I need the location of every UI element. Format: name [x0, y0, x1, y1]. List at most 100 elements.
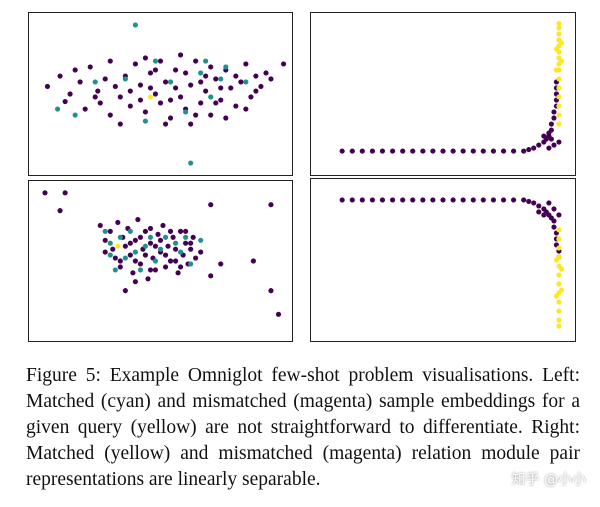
scatter-point-mismatched-16	[500, 197, 507, 203]
scatter-point-matched_cyan-12	[223, 64, 229, 70]
scatter-point-query_yellow-1	[556, 112, 562, 118]
scatter-point-matched_cyan-6	[167, 79, 174, 85]
scatter-plot-top-right	[339, 20, 565, 154]
scatter-point-mismatched-65	[102, 249, 108, 255]
scatter-point-mismatched-40	[258, 83, 264, 90]
scatter-point-matched_cyan-14	[177, 249, 184, 255]
scatter-point-mismatched-34	[228, 85, 234, 91]
scatter-point-mismatched-27	[193, 58, 199, 64]
scatter-point-mismatched-62	[132, 279, 138, 285]
scatter-point-mismatched-26	[162, 264, 169, 270]
scatter-point-mismatched-35	[546, 145, 552, 151]
scatter-point-mismatched-14	[480, 197, 486, 203]
scatter-panel-bottom-right	[310, 178, 576, 342]
scatter-point-query_yellow-0	[115, 243, 121, 249]
scatter-point-mismatched-57	[233, 73, 239, 79]
scatter-point-mismatched-6	[87, 64, 93, 70]
scatter-point-mismatched-24	[177, 94, 184, 100]
scatter-point-query_yellow-13	[558, 287, 565, 293]
scatter-point-matched_cyan-11	[157, 246, 164, 252]
scatter-point-mismatched-28	[198, 100, 204, 106]
scatter-point-mismatched-42	[268, 76, 274, 82]
scatter-point-matched_cyan-4	[142, 118, 148, 124]
scatter-point-mismatched-33	[546, 200, 552, 206]
scatter-point-mismatched-5	[390, 197, 396, 203]
scatter-point-mismatched-19	[145, 276, 151, 282]
scatter-point-mismatched-31	[213, 76, 219, 82]
scatter-point-mismatched-25	[160, 222, 166, 229]
scatter-point-matched_cyan-0	[102, 228, 108, 234]
scatter-plot-bottom-right	[339, 197, 565, 329]
scatter-point-mismatched-37	[536, 209, 542, 215]
scatter-plot-bottom-left	[42, 190, 282, 317]
scatter-point-matched_cyan-5	[127, 228, 133, 234]
scatter-point-matched_cyan-13	[173, 240, 179, 246]
scatter-point-query_yellow-11	[556, 323, 562, 329]
scatter-point-query_yellow-1	[556, 236, 562, 242]
scatter-point-query_yellow-2	[556, 103, 562, 109]
watermark: 知乎 @小小	[511, 472, 586, 488]
scatter-point-mismatched-61	[127, 88, 133, 94]
scatter-point-mismatched-28	[167, 258, 174, 264]
scatter-point-matched_cyan-18	[107, 252, 113, 258]
scatter-point-query_yellow-17	[553, 67, 560, 73]
caption-label: Figure 5:	[26, 365, 101, 386]
scatter-point-mismatched-30	[208, 112, 214, 118]
scatter-point-mismatched-6	[400, 197, 406, 203]
scatter-point-mismatched-37	[243, 61, 249, 67]
scatter-point-mismatched-55	[213, 100, 219, 106]
scatter-point-mismatched-2	[359, 148, 365, 154]
scatter-point-mismatched-50	[218, 261, 224, 267]
scatter-point-matched_cyan-12	[162, 234, 169, 240]
scatter-point-mismatched-11	[450, 197, 456, 203]
scatter-point-mismatched-65	[208, 64, 214, 70]
scatter-point-mismatched-15	[490, 197, 496, 203]
scatter-point-mismatched-10	[122, 243, 128, 249]
scatter-point-mismatched-7	[115, 219, 121, 226]
scatter-point-mismatched-53	[117, 258, 123, 264]
scatter-point-mismatched-50	[162, 121, 169, 127]
scatter-point-mismatched-17	[510, 148, 517, 154]
scatter-point-mismatched-60	[142, 55, 148, 61]
scatter-point-mismatched-43	[280, 61, 287, 67]
scatter-point-mismatched-30	[173, 246, 179, 252]
scatter-point-mismatched-4	[62, 98, 68, 105]
scatter-point-query_yellow-10	[556, 317, 562, 323]
figure-caption: Figure 5: Example Omniglot few-shot prob…	[26, 363, 580, 493]
scatter-point-matched_cyan-8	[142, 243, 148, 249]
scatter-point-mismatched-58	[243, 106, 249, 112]
scatter-plot-top-left	[44, 22, 287, 166]
scatter-point-mismatched-1	[349, 197, 355, 203]
scatter-point-query_yellow-13	[556, 25, 562, 31]
scatter-point-mismatched-56	[223, 115, 229, 121]
scatter-point-mismatched-47	[152, 243, 159, 249]
scatter-point-mismatched-1	[57, 73, 63, 79]
scatter-point-mismatched-2	[67, 91, 73, 97]
scatter-point-mismatched-20	[147, 240, 154, 246]
scatter-point-mismatched-13	[470, 197, 476, 203]
scatter-point-matched_cyan-3	[117, 234, 123, 240]
scatter-point-matched_cyan-8	[198, 70, 204, 76]
scatter-point-mismatched-14	[132, 237, 138, 243]
scatter-point-query_yellow-0	[147, 94, 154, 100]
scatter-point-matched_cyan-7	[137, 267, 144, 273]
scatter-point-mismatched-14	[480, 148, 486, 154]
scatter-point-mismatched-56	[268, 202, 274, 208]
scatter-point-mismatched-20	[531, 145, 537, 151]
scatter-point-mismatched-58	[250, 258, 256, 264]
scatter-point-query_yellow-12	[556, 31, 562, 37]
scatter-point-mismatched-48	[162, 252, 169, 258]
scatter-point-mismatched-29	[170, 234, 176, 240]
scatter-point-mismatched-13	[470, 148, 476, 154]
scatter-panel-top-left	[28, 12, 293, 176]
scatter-point-mismatched-14	[127, 103, 133, 109]
scatter-point-mismatched-39	[127, 240, 133, 246]
scatter-point-mismatched-59	[253, 88, 259, 94]
scatter-point-mismatched-55	[183, 228, 189, 234]
scatter-point-mismatched-18	[521, 197, 527, 203]
scatter-point-mismatched-47	[117, 121, 123, 127]
scatter-point-matched_cyan-15	[183, 234, 189, 240]
scatter-point-mismatched-36	[188, 246, 194, 252]
scatter-point-mismatched-8	[420, 148, 426, 154]
scatter-point-mismatched-11	[450, 148, 456, 154]
